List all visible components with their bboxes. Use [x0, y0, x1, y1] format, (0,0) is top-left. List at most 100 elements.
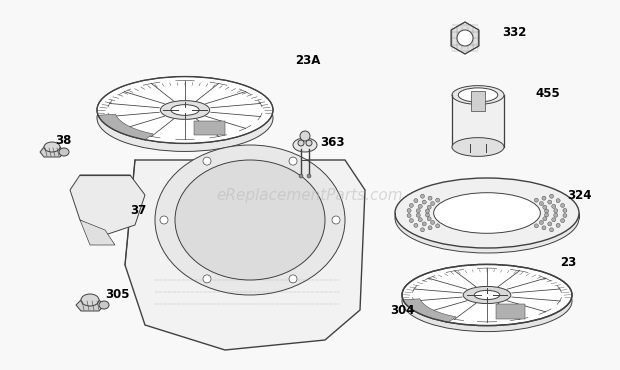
Circle shape: [416, 213, 420, 217]
Circle shape: [422, 222, 426, 226]
Circle shape: [552, 204, 556, 208]
Ellipse shape: [395, 178, 579, 248]
Ellipse shape: [433, 193, 541, 233]
Ellipse shape: [474, 290, 500, 300]
Polygon shape: [70, 175, 145, 235]
Circle shape: [547, 222, 552, 226]
Circle shape: [534, 224, 538, 228]
Text: 363: 363: [320, 135, 345, 148]
Circle shape: [543, 217, 547, 221]
Circle shape: [420, 194, 425, 198]
Circle shape: [560, 219, 565, 223]
Circle shape: [416, 209, 420, 213]
Circle shape: [549, 228, 554, 232]
Polygon shape: [40, 147, 64, 157]
Circle shape: [554, 209, 558, 213]
Circle shape: [543, 205, 547, 209]
Circle shape: [544, 209, 549, 213]
Circle shape: [289, 275, 297, 283]
Ellipse shape: [99, 301, 109, 309]
Circle shape: [407, 213, 411, 218]
Circle shape: [457, 30, 473, 46]
Ellipse shape: [59, 148, 69, 156]
Circle shape: [556, 199, 560, 203]
Circle shape: [160, 216, 168, 224]
Circle shape: [544, 213, 549, 217]
Text: 304: 304: [390, 303, 415, 316]
Text: 23: 23: [560, 256, 576, 269]
Ellipse shape: [155, 145, 345, 295]
Polygon shape: [452, 95, 504, 147]
Polygon shape: [495, 303, 525, 319]
Circle shape: [298, 140, 304, 146]
Ellipse shape: [452, 138, 504, 157]
Polygon shape: [403, 299, 456, 322]
Circle shape: [542, 196, 546, 200]
Text: eReplacementParts.com: eReplacementParts.com: [216, 188, 404, 202]
Circle shape: [563, 213, 567, 218]
Circle shape: [418, 218, 422, 222]
Ellipse shape: [44, 142, 60, 152]
Polygon shape: [125, 160, 365, 350]
Circle shape: [307, 174, 311, 178]
Circle shape: [306, 140, 312, 146]
Polygon shape: [194, 121, 224, 135]
Ellipse shape: [395, 183, 579, 253]
Circle shape: [414, 199, 418, 203]
Text: 332: 332: [502, 26, 526, 38]
Ellipse shape: [402, 265, 572, 326]
Circle shape: [428, 196, 432, 200]
Circle shape: [554, 213, 558, 217]
Ellipse shape: [293, 138, 317, 152]
Ellipse shape: [161, 101, 210, 120]
Circle shape: [547, 200, 552, 204]
Circle shape: [409, 204, 414, 208]
Circle shape: [422, 200, 426, 204]
Ellipse shape: [97, 77, 273, 144]
Polygon shape: [451, 22, 479, 54]
Ellipse shape: [171, 105, 199, 115]
Polygon shape: [471, 91, 485, 111]
Polygon shape: [98, 114, 153, 140]
Circle shape: [428, 226, 432, 230]
Text: 455: 455: [535, 87, 560, 100]
Circle shape: [299, 174, 303, 178]
Circle shape: [414, 223, 418, 227]
Text: 23A: 23A: [295, 54, 321, 67]
Ellipse shape: [458, 88, 498, 102]
Ellipse shape: [175, 160, 325, 280]
Circle shape: [539, 202, 543, 206]
Circle shape: [534, 198, 538, 202]
Circle shape: [427, 205, 431, 209]
Ellipse shape: [81, 294, 99, 306]
Circle shape: [539, 221, 543, 225]
Circle shape: [300, 131, 310, 141]
Circle shape: [431, 202, 435, 206]
Circle shape: [418, 204, 422, 208]
Polygon shape: [80, 220, 115, 245]
Polygon shape: [76, 300, 104, 311]
Circle shape: [436, 198, 440, 202]
Circle shape: [407, 208, 411, 212]
Circle shape: [552, 218, 556, 222]
Circle shape: [420, 228, 425, 232]
Circle shape: [560, 204, 565, 208]
Ellipse shape: [97, 85, 273, 151]
Circle shape: [425, 209, 430, 213]
Circle shape: [203, 157, 211, 165]
Text: 305: 305: [105, 289, 130, 302]
Text: 38: 38: [55, 134, 71, 147]
Circle shape: [289, 157, 297, 165]
Ellipse shape: [452, 85, 504, 104]
Ellipse shape: [402, 270, 572, 332]
Circle shape: [431, 221, 435, 225]
Circle shape: [563, 208, 567, 212]
Circle shape: [556, 223, 560, 227]
Circle shape: [203, 275, 211, 283]
Circle shape: [427, 217, 431, 221]
Circle shape: [549, 194, 554, 198]
Circle shape: [542, 226, 546, 230]
Circle shape: [409, 219, 414, 223]
Text: 324: 324: [567, 188, 591, 202]
Ellipse shape: [463, 286, 511, 303]
